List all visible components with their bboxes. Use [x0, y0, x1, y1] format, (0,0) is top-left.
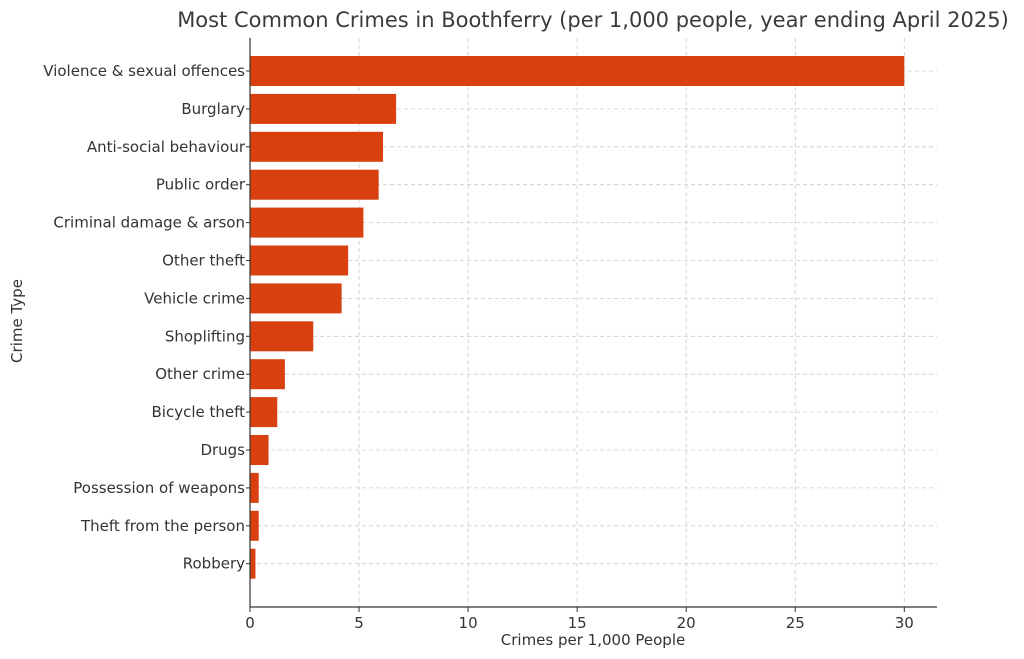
- y-tick-label: Anti-social behaviour: [87, 138, 246, 156]
- bar: [250, 93, 397, 124]
- y-tick-label: Theft from the person: [80, 517, 245, 535]
- bar: [250, 472, 259, 503]
- bar: [250, 56, 905, 86]
- y-tick-label: Possession of weapons: [73, 479, 245, 497]
- bar-layer: [250, 56, 905, 579]
- bar: [250, 321, 314, 352]
- y-tick-label: Criminal damage & arson: [53, 214, 245, 232]
- x-tick-label: 20: [677, 614, 696, 632]
- bar: [250, 169, 379, 200]
- x-tick-label: 10: [459, 614, 478, 632]
- y-tick-label: Drugs: [200, 441, 245, 459]
- y-tick-label: Bicycle theft: [151, 403, 245, 421]
- bar: [250, 131, 384, 162]
- axis-layer: Violence & sexual offences Burglary Anti-s…: [43, 38, 937, 632]
- bar: [250, 283, 342, 314]
- chart-title: Most Common Crimes in Boothferry (per 1,…: [177, 8, 1009, 32]
- bar: [250, 510, 259, 541]
- x-tick-label: 0: [245, 614, 255, 632]
- x-tick-label: 5: [354, 614, 364, 632]
- y-tick-label: Shoplifting: [165, 327, 245, 345]
- y-tick-label: Public order: [156, 176, 246, 194]
- x-axis-label: Crimes per 1,000 People: [501, 631, 685, 649]
- y-tick-label: Robbery: [183, 555, 245, 573]
- x-tick-label: 30: [895, 614, 914, 632]
- y-tick-label: Other crime: [155, 365, 245, 383]
- y-tick-label: Other theft: [162, 252, 245, 270]
- bar: [250, 397, 278, 428]
- x-tick-label: 25: [786, 614, 805, 632]
- bar: [250, 207, 364, 238]
- bar: [250, 245, 349, 276]
- x-tick-label: 15: [568, 614, 587, 632]
- y-tick-label: Violence & sexual offences: [43, 62, 245, 80]
- bar: [250, 435, 269, 465]
- y-axis-label: Crime Type: [8, 279, 26, 363]
- bar: [250, 548, 256, 579]
- bar: [250, 359, 285, 390]
- y-tick-label: Burglary: [181, 100, 245, 118]
- y-tick-label: Vehicle crime: [144, 289, 245, 307]
